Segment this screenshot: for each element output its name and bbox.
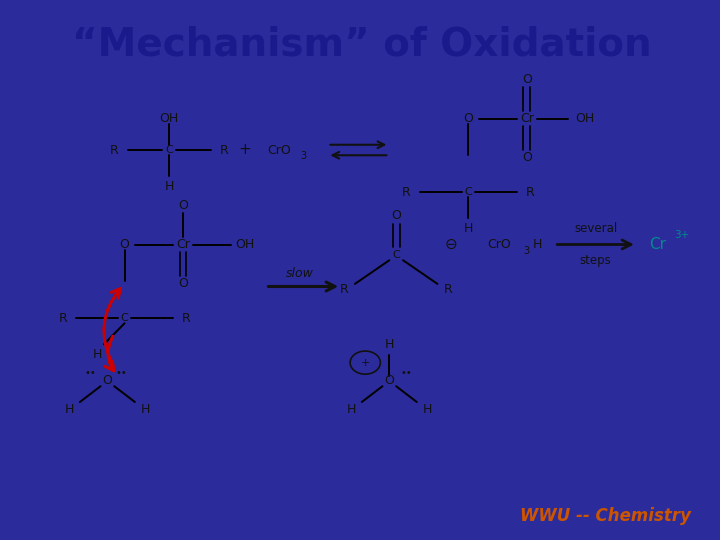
Text: R: R [526, 186, 535, 199]
Text: O: O [178, 278, 188, 291]
Text: several: several [574, 222, 617, 235]
Text: H: H [533, 238, 542, 251]
Text: H: H [423, 403, 432, 416]
Text: Cr: Cr [176, 238, 190, 251]
Text: CrO: CrO [487, 238, 511, 251]
Text: C: C [464, 187, 472, 197]
Text: H: H [464, 222, 473, 235]
Text: slow: slow [286, 267, 314, 280]
Text: WWU -- Chemistry: WWU -- Chemistry [520, 507, 691, 525]
Text: +: + [361, 357, 370, 368]
Text: R: R [444, 282, 452, 295]
Text: 3: 3 [523, 246, 530, 256]
Text: R: R [182, 312, 191, 325]
Text: ⊖: ⊖ [445, 237, 458, 252]
Text: C: C [166, 145, 173, 155]
Text: Cr: Cr [649, 237, 666, 252]
Text: O: O [522, 72, 532, 86]
Text: R: R [402, 186, 411, 199]
Text: C: C [392, 250, 400, 260]
Text: O: O [178, 199, 188, 212]
Text: “Mechanism” of Oxidation: “Mechanism” of Oxidation [72, 26, 652, 64]
Text: O: O [102, 375, 112, 388]
Text: 3: 3 [300, 151, 307, 161]
Text: O: O [384, 375, 395, 388]
Text: C: C [121, 313, 128, 323]
Text: OH: OH [160, 112, 179, 125]
Text: O: O [464, 112, 473, 125]
Text: OH: OH [235, 238, 255, 251]
Text: 3+: 3+ [674, 230, 689, 240]
Text: ••: •• [115, 368, 127, 378]
Text: H: H [384, 338, 394, 351]
Text: Cr: Cr [520, 112, 534, 125]
Text: CrO: CrO [267, 144, 291, 157]
Text: R: R [220, 144, 229, 157]
Text: R: R [58, 312, 67, 325]
Text: steps: steps [580, 254, 611, 267]
Text: OH: OH [576, 112, 595, 125]
Text: R: R [341, 282, 349, 295]
Text: ••: •• [400, 368, 413, 378]
Text: H: H [65, 403, 74, 416]
Text: O: O [522, 151, 532, 164]
Text: H: H [165, 180, 174, 193]
Text: O: O [391, 209, 401, 222]
Text: H: H [347, 403, 356, 416]
Text: H: H [140, 403, 150, 416]
Text: O: O [120, 238, 130, 251]
Text: R: R [110, 144, 119, 157]
Text: H: H [92, 348, 102, 361]
Text: +: + [238, 143, 251, 158]
Text: ••: •• [84, 368, 96, 378]
